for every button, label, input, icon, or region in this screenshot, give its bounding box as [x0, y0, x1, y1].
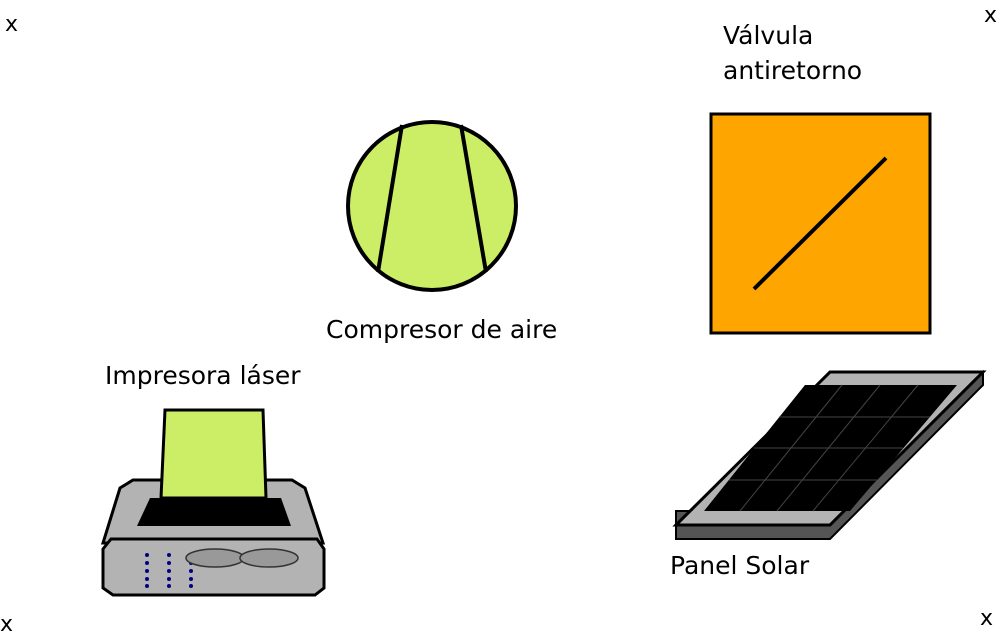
valve-label-line2: antiretorno [723, 56, 863, 85]
air-compressor-icon[interactable] [340, 115, 524, 299]
printer-label: Impresora láser [105, 361, 301, 390]
valve-label: Válvula antiretorno [723, 18, 862, 88]
check-valve-icon[interactable] [705, 108, 937, 340]
laser-printer-icon[interactable] [95, 405, 335, 605]
corner-mark-bottom-right: x [980, 606, 994, 631]
compressor-label: Compresor de aire [326, 315, 558, 344]
corner-mark-top-right: x [984, 3, 998, 28]
valve-label-line1: Válvula [723, 21, 814, 50]
corner-mark-top-left: x [5, 12, 19, 37]
corner-mark-bottom-left: x [0, 612, 14, 637]
solar-panel-icon[interactable] [670, 365, 990, 545]
solar-panel-label: Panel Solar [670, 551, 810, 580]
